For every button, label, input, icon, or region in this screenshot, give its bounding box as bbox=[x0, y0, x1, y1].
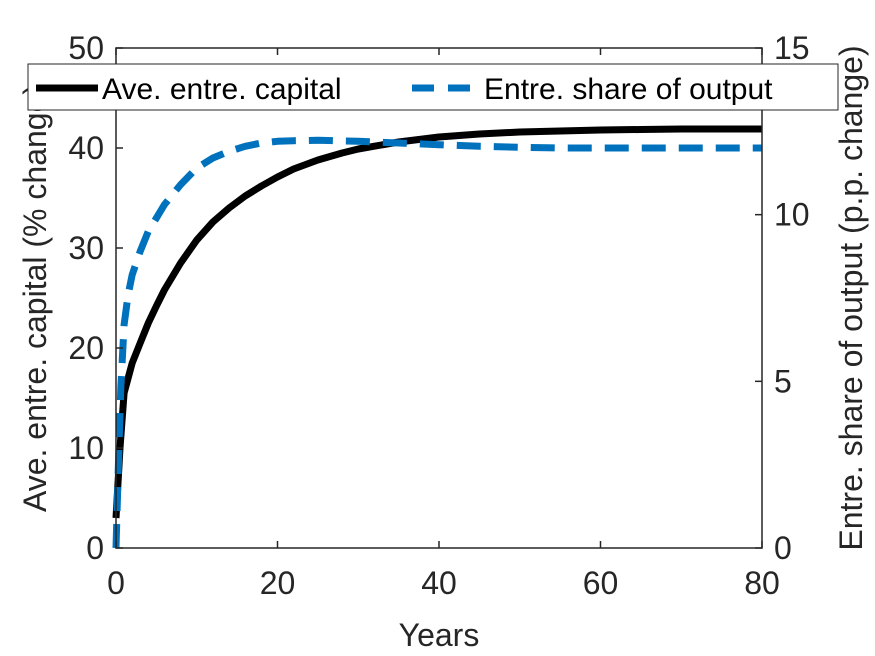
x-tick-label: 0 bbox=[107, 565, 125, 601]
series-line-entre-share-of-output bbox=[112, 136, 762, 549]
left-y-tick-label: 0 bbox=[86, 530, 104, 566]
right-y-tick-label: 10 bbox=[774, 197, 810, 233]
legend: Ave. entre. capital Entre. share of outp… bbox=[27, 63, 839, 111]
legend-label-entre-share-of-output: Entre. share of output bbox=[484, 73, 773, 106]
series-layer bbox=[112, 125, 762, 549]
right-y-tick-label: 15 bbox=[774, 30, 810, 66]
right-y-tick-label: 0 bbox=[774, 530, 792, 566]
left-y-tick-label: 30 bbox=[68, 230, 104, 266]
plot-area-frame bbox=[115, 47, 763, 549]
x-tick-label: 80 bbox=[744, 565, 780, 601]
x-tick-label: 40 bbox=[421, 565, 457, 601]
x-tick-label: 20 bbox=[260, 565, 296, 601]
x-tick-label: 60 bbox=[583, 565, 619, 601]
left-y-tick-label: 20 bbox=[68, 330, 104, 366]
left-y-tick-label: 10 bbox=[68, 430, 104, 466]
right-y-axis-label: Entre. share of output (p.p. change) bbox=[833, 45, 869, 550]
left-y-tick-label: 50 bbox=[68, 30, 104, 66]
left-y-axis-label: Ave. entre. capital (% change) bbox=[17, 84, 53, 512]
right-y-tick-label: 5 bbox=[774, 363, 792, 399]
series-line-ave-entre-capital bbox=[112, 125, 762, 519]
x-axis-label: Years bbox=[399, 617, 480, 653]
legend-label-ave-entre-capital: Ave. entre. capital bbox=[102, 73, 342, 106]
left-y-tick-label: 40 bbox=[68, 130, 104, 166]
